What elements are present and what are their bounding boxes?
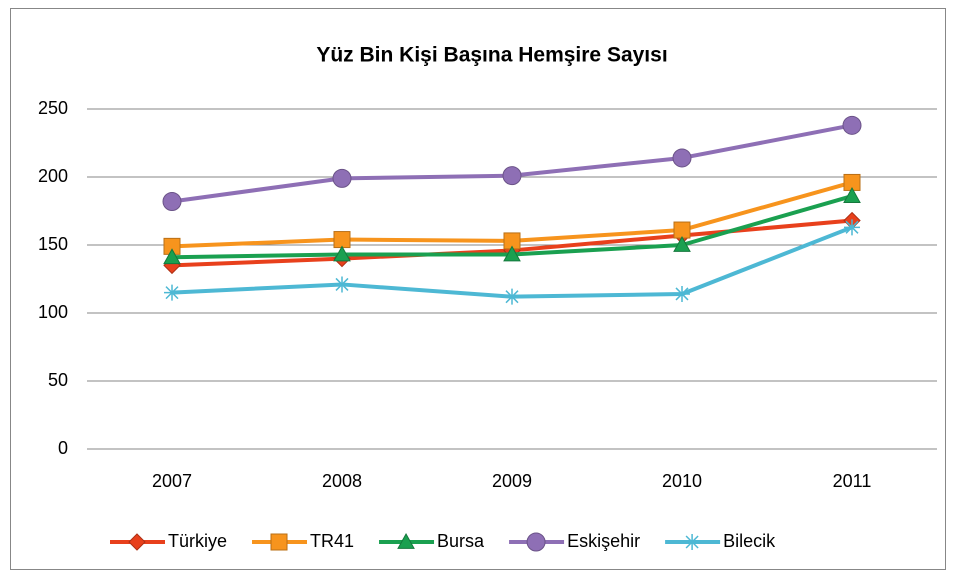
marker xyxy=(526,532,546,552)
legend-label: Eskişehir xyxy=(567,531,640,551)
marker xyxy=(673,235,691,252)
chart-border xyxy=(10,8,946,570)
marker xyxy=(163,248,181,265)
marker xyxy=(674,285,690,302)
legend-label: Bilecik xyxy=(723,531,776,551)
y-tick-label: 150 xyxy=(38,234,68,254)
marker xyxy=(164,284,180,301)
marker xyxy=(503,245,521,262)
x-tick-label: 2009 xyxy=(492,471,532,491)
marker xyxy=(504,288,520,305)
marker xyxy=(333,245,351,262)
marker xyxy=(844,219,860,236)
y-tick-label: 50 xyxy=(48,370,68,390)
marker xyxy=(128,533,146,551)
y-tick-label: 0 xyxy=(58,438,68,458)
marker xyxy=(843,187,861,203)
y-tick-label: 250 xyxy=(38,98,68,118)
marker xyxy=(842,115,862,135)
x-tick-label: 2007 xyxy=(152,471,192,491)
x-tick-label: 2011 xyxy=(833,471,872,491)
chart-title: Yüz Bin Kişi Başına Hemşire Sayısı xyxy=(316,44,667,67)
y-tick-label: 200 xyxy=(38,166,68,186)
marker xyxy=(332,168,352,188)
marker xyxy=(333,231,351,249)
marker xyxy=(672,148,692,168)
x-tick-label: 2008 xyxy=(322,471,362,491)
legend-label: Türkiye xyxy=(168,531,227,551)
marker xyxy=(334,276,350,293)
marker xyxy=(397,532,415,549)
marker xyxy=(270,533,288,551)
marker xyxy=(684,534,701,550)
marker xyxy=(162,191,182,211)
marker xyxy=(673,221,691,239)
legend-label: Bursa xyxy=(437,531,485,551)
x-tick-label: 2010 xyxy=(662,471,702,491)
y-tick-label: 100 xyxy=(38,302,68,322)
legend-label: TR41 xyxy=(310,531,354,551)
marker xyxy=(502,166,522,186)
